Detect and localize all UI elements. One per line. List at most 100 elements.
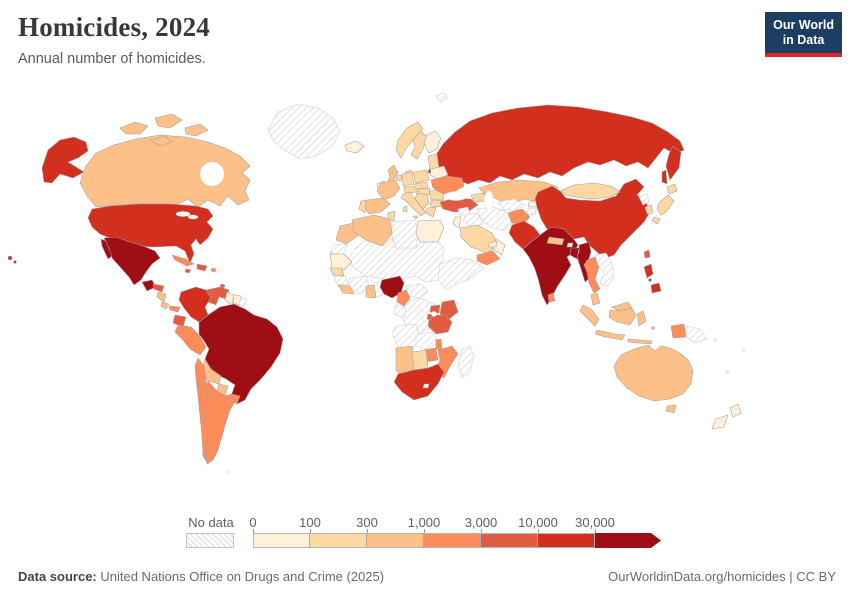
country-hispaniola[interactable] [196,263,208,272]
country-canada-arctic-3[interactable] [184,123,209,137]
country-french-guiana[interactable] [238,296,248,308]
country-russia[interactable] [427,104,685,185]
country-cuba[interactable] [171,254,195,267]
country-mexico[interactable] [103,236,161,286]
country-fiji[interactable] [742,348,746,352]
country-south-africa[interactable] [393,363,445,401]
country-bangladesh[interactable] [569,247,580,260]
country-south-korea[interactable] [644,204,654,215]
country-libya[interactable] [391,219,419,249]
country-indonesia-west-papua[interactable] [670,323,687,339]
country-vietnam-laos-cambodia[interactable] [594,252,615,288]
country-guyana[interactable] [224,291,235,306]
country-russia-sakhalin[interactable] [661,169,668,185]
country-india[interactable] [522,226,579,306]
country-north-korea[interactable] [638,193,650,206]
country-colombia[interactable] [178,286,212,323]
country-falkland-islands[interactable] [226,470,230,474]
country-nicaragua[interactable] [156,291,167,303]
country-ivory-coast-burkina[interactable] [347,275,371,295]
country-mongolia[interactable] [559,182,621,200]
country-papua-new-guinea[interactable] [685,325,708,344]
country-mexico-baja[interactable] [100,238,113,260]
country-suriname[interactable] [232,294,242,306]
country-tanzania[interactable] [427,313,453,335]
country-balkans[interactable] [414,192,430,210]
country-rwanda-burundi[interactable] [426,313,433,321]
country-lesotho[interactable] [422,383,430,389]
country-united-states-hawaii-2[interactable] [13,260,17,264]
country-philippines-mindanao[interactable] [650,282,662,294]
country-germany[interactable] [401,171,415,187]
country-nigeria[interactable] [379,275,405,299]
country-finland[interactable] [423,130,442,154]
country-malaysia-peninsula[interactable] [590,292,601,306]
country-mauritania[interactable] [329,253,353,271]
country-portugal[interactable] [358,199,367,214]
country-sahel-band[interactable] [347,237,445,283]
country-guinea[interactable] [333,275,349,286]
country-costa-rica[interactable] [160,301,170,310]
country-svalbard[interactable] [435,92,449,103]
country-new-caledonia[interactable] [725,370,729,374]
legend-bin-0-100[interactable] [253,533,310,548]
country-tajikistan[interactable] [525,207,538,216]
country-taiwan[interactable] [643,249,651,259]
country-cameroon[interactable] [396,289,411,307]
country-spain[interactable] [362,197,391,215]
country-indonesia-lesser-sunda[interactable] [627,338,653,345]
country-japan-honshu[interactable] [656,194,675,216]
country-benelux[interactable] [395,174,403,182]
country-philippines-luzon[interactable] [643,263,654,279]
country-jamaica[interactable] [184,268,192,274]
country-gabon-congo[interactable] [393,303,407,319]
owid-logo[interactable]: Our World in Data [765,12,842,57]
country-russia-kamchatka[interactable] [665,145,682,181]
country-uganda[interactable] [429,304,441,314]
country-united-states-alaska[interactable] [41,136,89,184]
country-sri-lanka[interactable] [547,292,556,303]
country-hungary[interactable] [417,187,431,196]
legend-bin-10000-30000[interactable] [538,533,595,548]
country-new-zealand-south[interactable] [711,414,729,430]
legend-no-data-swatch[interactable] [186,533,234,548]
country-france[interactable] [376,179,401,201]
country-honduras[interactable] [152,283,165,293]
country-canada-arctic-4[interactable] [149,135,173,147]
country-peru[interactable] [174,324,207,356]
country-madagascar[interactable] [457,345,475,379]
country-zambia[interactable] [415,331,439,351]
country-western-sahara[interactable] [329,243,349,256]
country-new-zealand-north[interactable] [729,403,742,418]
country-indonesia-sulawesi[interactable] [636,310,647,327]
country-united-states-hawaii[interactable] [7,255,13,261]
legend-bin-300-1000[interactable] [367,533,424,548]
country-sierra-leone-liberia[interactable] [337,284,355,295]
legend-bin-100-300[interactable] [310,533,367,548]
country-poland[interactable] [412,169,430,184]
legend-bin-3000-10000[interactable] [481,533,538,548]
country-bhutan[interactable] [566,242,574,248]
country-ukraine[interactable] [430,175,465,195]
country-sweden[interactable] [410,130,428,160]
country-venezuela[interactable] [205,286,230,306]
legend-bin-1000-3000[interactable] [424,533,481,548]
country-argentina[interactable] [204,380,237,465]
country-israel-jordan[interactable] [452,216,462,229]
country-botswana[interactable] [411,349,429,371]
country-egypt[interactable] [415,219,445,243]
country-canada-arctic-2[interactable] [154,113,183,129]
country-indonesia-borneo[interactable] [608,307,637,326]
country-australia-tasmania[interactable] [665,404,677,414]
country-puerto-rico[interactable] [210,267,217,273]
country-trinidad[interactable] [219,283,226,289]
country-malawi[interactable] [435,338,443,351]
country-philippines-visayas[interactable] [648,278,652,282]
legend-bin-30000-plus[interactable] [595,533,661,548]
country-japan-hokkaido[interactable] [666,183,678,195]
country-indonesia-sumatra[interactable] [579,304,600,327]
country-iceland[interactable] [344,140,365,154]
country-italy-sardinia[interactable] [402,205,408,213]
country-uruguay[interactable] [229,393,241,405]
country-italy-sicily[interactable] [412,215,419,220]
